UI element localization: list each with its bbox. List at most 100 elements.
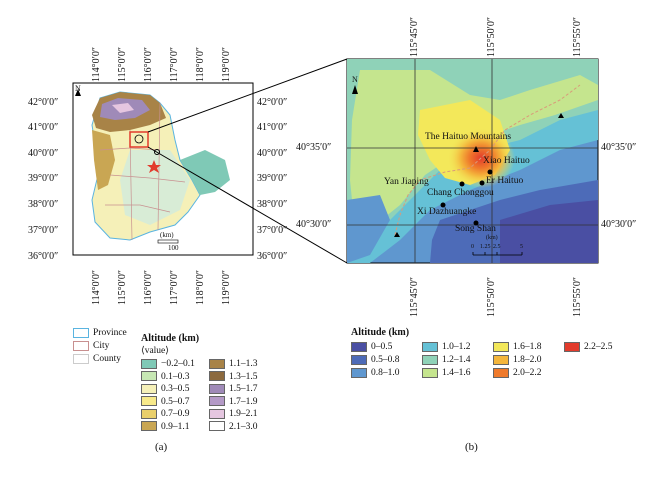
altitude-title-a: Altitude (km) <box>141 333 200 344</box>
lon-tick-b: 115°55′0″ <box>572 17 583 57</box>
altitude-label: 1.9–2.1 <box>229 409 258 419</box>
lon-tick-b: 115°50′0″ <box>486 17 497 57</box>
place-label: The Haituo Mountains <box>425 132 512 142</box>
lon-tick-a-bottom: 118°0′0″ <box>195 270 206 305</box>
altitude-swatch <box>209 408 225 419</box>
lat-tick-a-right: 41°0′0″ <box>257 122 288 133</box>
altitude-class-a: 2.1–3.0 <box>209 421 258 433</box>
north-arrow-b <box>352 85 358 94</box>
altitude-label: 1.8–2.0 <box>513 355 542 365</box>
place-label: Xiao Haituo <box>483 156 530 166</box>
chang-chonggou-dot <box>459 181 465 187</box>
north-label-b: N <box>352 75 358 84</box>
lat-tick-a-right: 36°0′0″ <box>257 251 288 262</box>
altitude-subtitle-a: ⟨value⟩ <box>141 346 169 356</box>
place-label: Er Haituo <box>486 176 524 186</box>
altitude-swatch <box>141 358 157 369</box>
altitude-swatch <box>141 383 157 394</box>
altitude-label: 1.2–1.4 <box>442 355 471 365</box>
lat-tick-a: 36°0′0″ <box>28 251 59 262</box>
altitude-label: 0.5–0.7 <box>161 396 190 407</box>
altitude-class-a: 0.9–1.1 <box>141 421 190 433</box>
legend-item-city: City <box>73 340 109 352</box>
altitude-label: 0.1–0.3 <box>161 371 190 382</box>
altitude-swatch <box>422 367 438 378</box>
altitude-label: 1.4–1.6 <box>442 368 471 378</box>
altitude-label: 1.5–1.7 <box>229 384 258 394</box>
place-label: Song Shan <box>455 224 496 234</box>
scale-tick-b: 2.5 <box>493 244 501 250</box>
lat-tick-b-right: 40°35′0″ <box>601 142 637 153</box>
scale-unit-a: (km) <box>160 231 174 239</box>
lon-tick-b-bottom: 115°50′0″ <box>486 277 497 317</box>
legend-item-province: Province <box>73 327 127 339</box>
lon-tick-a: 116°0′0″ <box>143 47 154 82</box>
lon-tick-a-bottom: 117°0′0″ <box>169 270 180 305</box>
altitude-swatch <box>564 341 580 352</box>
altitude-class-a: 0.7–0.9 <box>141 408 190 420</box>
lon-tick-a: 117°0′0″ <box>169 47 180 82</box>
altitude-swatch <box>493 341 509 352</box>
altitude-swatch <box>209 358 225 369</box>
altitude-label: 2.1–3.0 <box>229 421 258 432</box>
study-area-box <box>129 131 149 148</box>
altitude-label: 1.0–1.2 <box>442 342 471 352</box>
lon-tick-a: 119°0′0″ <box>221 47 232 82</box>
altitude-class-a: 1.7–1.9 <box>209 396 258 408</box>
panel-b-legend: Altitude (km) 0–0.5 0.5–0.8 0.8–1.0 1.0–1.2… <box>343 327 643 402</box>
lat-tick-a-right: 40°0′0″ <box>257 148 288 159</box>
altitude-class-a: 1.9–2.1 <box>209 408 258 420</box>
altitude-swatch <box>209 371 225 382</box>
lat-tick-a: 38°0′0″ <box>28 199 59 210</box>
altitude-class-a: 0.3–0.5 <box>141 383 190 395</box>
peak-marker <box>473 146 479 152</box>
beijing-marker <box>154 149 160 155</box>
altitude-swatch <box>493 354 509 365</box>
caption-a: (a) <box>155 441 168 453</box>
place-label: Chang Chonggou <box>427 188 494 198</box>
altitude-label: 0.5–0.8 <box>371 355 400 365</box>
altitude-title-b: Altitude (km) <box>351 327 410 338</box>
altitude-label: 2.0–2.2 <box>513 368 542 378</box>
altitude-label: 0–0.5 <box>371 342 393 352</box>
xiao-haituo-dot <box>487 169 493 175</box>
lon-tick-a: 118°0′0″ <box>195 47 206 82</box>
panel-b-terrain <box>347 59 598 263</box>
place-label: Xi Dazhuangke <box>417 207 477 217</box>
scale-bar-a <box>157 239 179 244</box>
altitude-class-a: 0.5–0.7 <box>141 396 190 408</box>
altitude-class-b: 1.2–1.4 <box>422 354 471 366</box>
lon-tick-a-bottom: 115°0′0″ <box>117 270 128 305</box>
altitude-class-a: 1.5–1.7 <box>209 383 258 395</box>
altitude-label: 0.3–0.5 <box>161 384 190 394</box>
lon-tick-a: 114°0′0″ <box>91 47 102 82</box>
lat-tick-a: 40°0′0″ <box>28 148 59 159</box>
lat-tick-b-right: 40°30′0″ <box>601 219 637 230</box>
altitude-swatch <box>141 371 157 382</box>
lat-tick-a-right: 42°0′0″ <box>257 97 288 108</box>
er-haituo-dot <box>479 180 485 186</box>
lon-tick-b: 115°45′0″ <box>409 17 420 57</box>
lat-tick-b: 40°30′0″ <box>296 219 332 230</box>
lat-tick-a: 41°0′0″ <box>28 122 59 133</box>
altitude-label: 0.8–1.0 <box>371 368 400 378</box>
altitude-swatch <box>351 367 367 378</box>
lat-tick-b: 40°35′0″ <box>296 142 332 153</box>
xi-dazhuangke-dot <box>440 202 446 208</box>
scale-tick-b: 5 <box>520 244 523 250</box>
lon-tick-a-bottom: 114°0′0″ <box>91 270 102 305</box>
north-label-a: N <box>75 84 81 93</box>
altitude-class-b: 0–0.5 <box>351 341 392 353</box>
lat-tick-a-right: 39°0′0″ <box>257 173 288 184</box>
lon-tick-a-bottom: 119°0′0″ <box>221 270 232 305</box>
province-swatch <box>73 327 89 338</box>
altitude-label: 1.6–1.8 <box>513 342 542 352</box>
altitude-label: 2.2–2.5 <box>584 342 613 352</box>
altitude-label: 1.7–1.9 <box>229 396 258 407</box>
altitude-class-b: 1.4–1.6 <box>422 367 471 379</box>
lat-tick-a-right: 37°0′0″ <box>257 225 288 236</box>
panel-a-terrain <box>91 91 230 241</box>
altitude-swatch <box>141 421 157 432</box>
altitude-class-a: 1.1–1.3 <box>209 358 258 370</box>
